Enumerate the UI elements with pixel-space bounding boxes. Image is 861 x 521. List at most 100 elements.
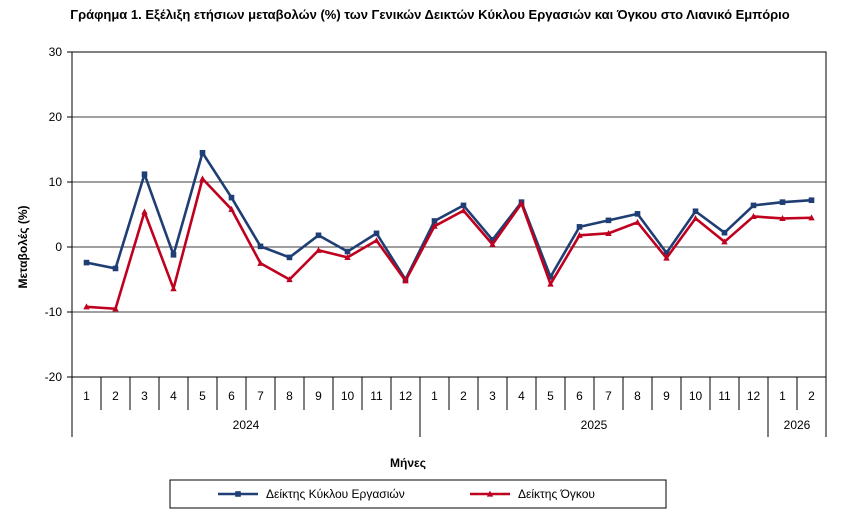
data-point [257,243,264,250]
legend-marker [486,490,494,497]
legend-box [169,479,667,509]
legend-label: Δείκτης Κύκλου Εργασιών [266,487,405,501]
data-point [112,305,119,312]
x-tick-label: 1 [779,389,786,403]
data-point [402,277,409,284]
data-point [199,149,206,156]
data-point [170,252,177,258]
data-point [228,205,235,212]
x-tick-label: 11 [718,389,731,403]
y-axis-ticks: -20 -10 0 10 20 30 [45,45,72,384]
x-tick-label: 1 [83,389,90,403]
data-point [547,274,554,280]
data-point [489,241,496,247]
data-point [547,280,554,287]
x-tick-label: 2 [460,389,467,403]
data-point [779,215,786,221]
x-tick-label: 7 [605,389,612,403]
x-tick-label: 2 [112,389,119,403]
x-tick-label: 10 [689,389,703,403]
data-point [692,215,699,221]
legend-label: Δείκτης Όγκου [518,487,595,501]
x-tick-label: 12 [399,389,413,403]
x-tick-label: 5 [199,389,206,403]
x-tick-label: 7 [257,389,264,403]
x-tick-label: 5 [547,389,554,403]
y-tick-label: 30 [49,45,63,59]
data-point [808,214,815,221]
x-tick-label: 10 [341,389,355,403]
data-point [518,200,525,207]
data-point [663,250,670,256]
data-point [460,207,467,214]
data-point [315,246,322,253]
data-point [257,259,264,266]
data-point [141,171,148,177]
x-year-label: 2024 [233,418,260,432]
series-layer [83,149,815,312]
x-tick-label: 6 [228,389,235,403]
data-point [721,238,728,245]
data-point [83,259,90,266]
data-point [721,229,728,236]
data-point [663,254,670,261]
x-tick-label: 9 [315,389,322,403]
x-year-label: 2025 [581,418,608,432]
data-point [692,208,699,215]
x-axis-title: Μήνες [390,456,426,470]
data-point [228,194,235,201]
data-point [605,229,612,236]
x-tick-label: 3 [141,389,148,403]
data-point [605,217,612,224]
data-point [489,237,496,243]
data-point [808,197,815,203]
data-point [460,202,467,209]
y-tick-label: 0 [55,240,62,254]
data-point [373,230,380,237]
chart-title: Γράφημα 1. Εξέλιξη ετήσιων μεταβολών (%)… [70,7,790,22]
data-point [112,265,119,272]
x-tick-label: 8 [634,389,641,403]
x-tick-label: 2 [808,389,815,403]
data-point [634,218,641,225]
data-point [779,199,786,205]
y-tick-label: 10 [49,175,63,189]
y-tick-label: 20 [49,110,63,124]
y-tick-label: -10 [45,305,63,319]
series-2 [83,175,815,312]
legend-item: Δείκτης Όγκου [470,487,595,501]
data-point [170,285,177,292]
x-tick-label: 9 [663,389,670,403]
y-tick-label: -20 [45,370,63,384]
x-tick-label: 6 [576,389,583,403]
data-point [286,276,293,283]
data-point [750,202,757,209]
legend-marker [235,491,241,497]
x-tick-label: 3 [489,389,496,403]
x-tick-label: 4 [518,389,525,403]
data-point [315,232,322,239]
x-year-label: 2026 [784,418,811,432]
data-point [344,254,351,260]
data-point [431,222,438,229]
data-point [750,213,757,220]
data-point [576,231,583,238]
data-point [286,254,293,261]
data-point [141,208,148,215]
legend: Δείκτης Κύκλου Εργασιών Δείκτης Όγκου [169,479,667,509]
data-point [576,224,583,230]
x-tick-label: 8 [286,389,293,403]
data-point [634,211,641,217]
series-line [86,151,812,281]
data-point [83,303,90,310]
x-tick-label: 11 [370,389,383,403]
data-point [344,248,351,255]
x-tick-label: 4 [170,389,177,403]
data-point [373,237,380,244]
x-tick-label: 12 [747,389,761,403]
y-axis-title: Μεταβολές (%) [16,205,30,288]
data-point [199,175,206,182]
